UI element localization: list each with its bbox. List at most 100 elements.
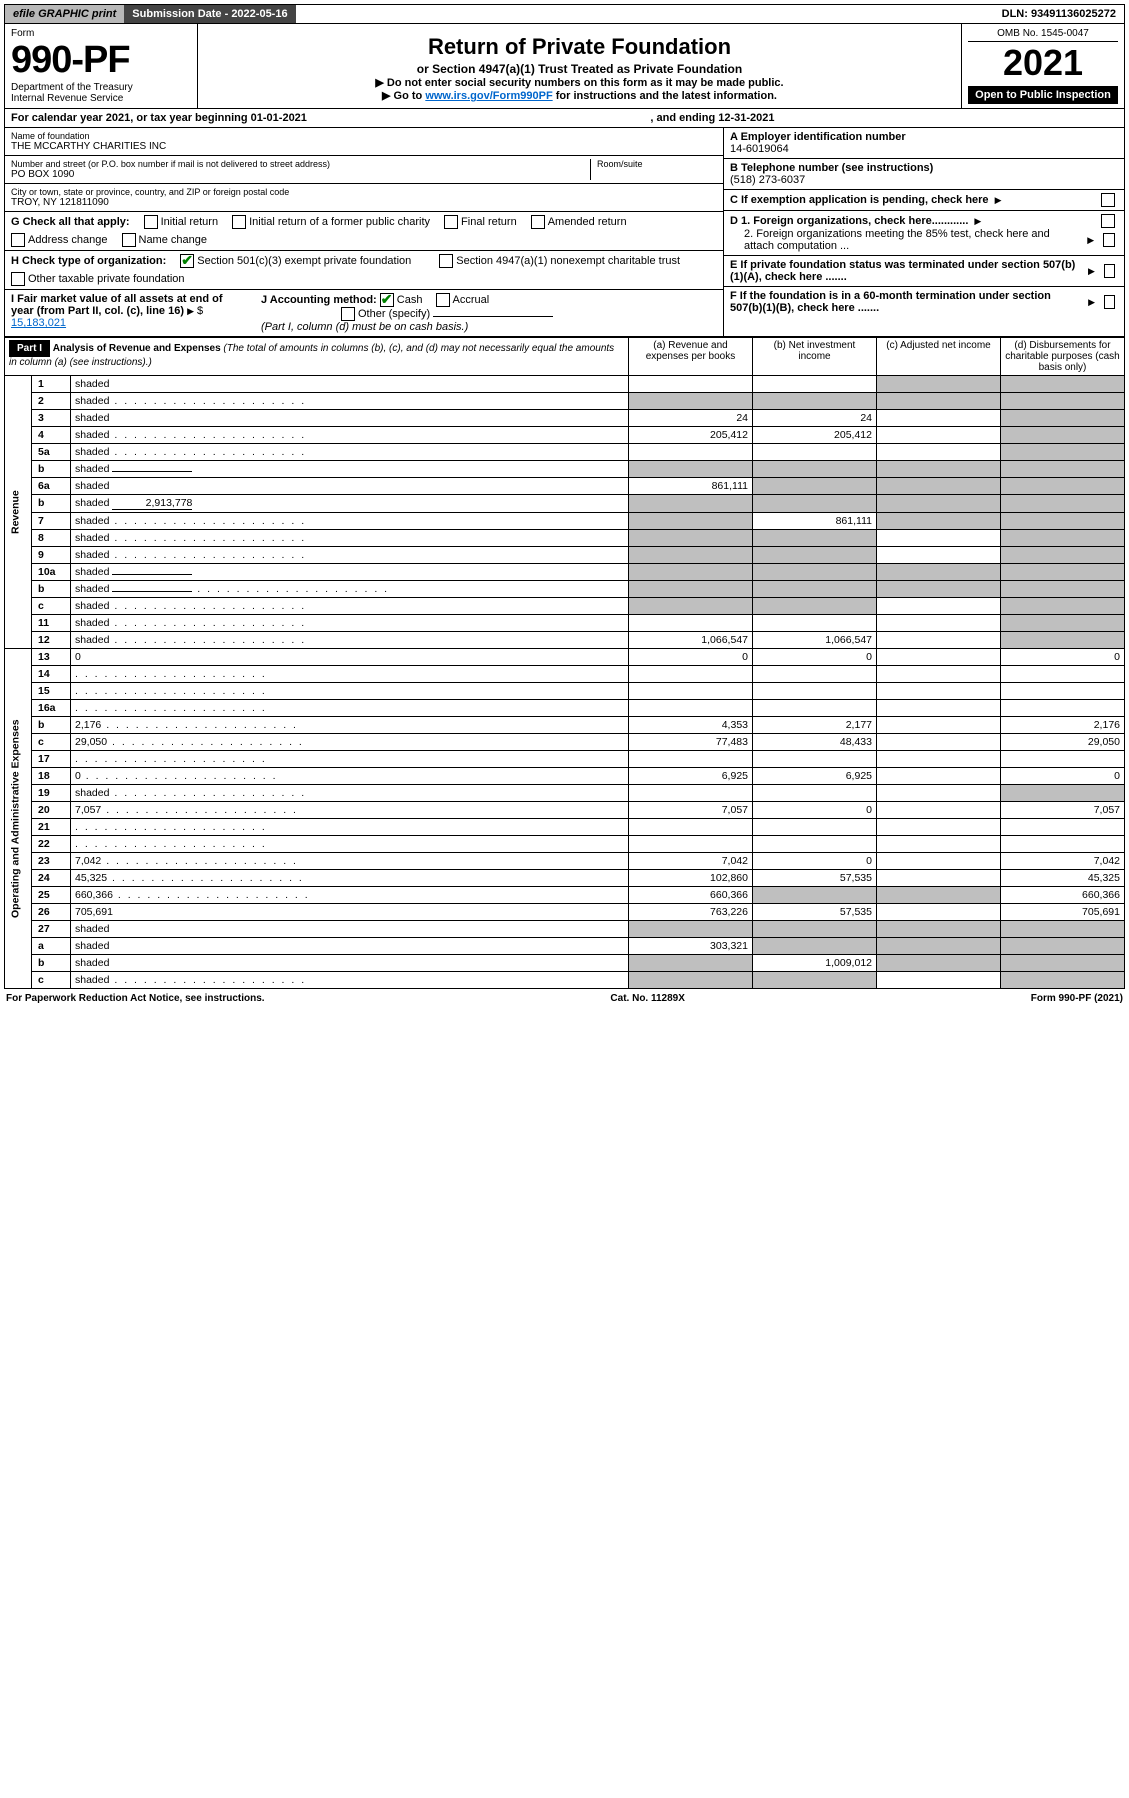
value-cell: 660,366 <box>629 887 753 904</box>
line-desc: shaded <box>71 393 629 410</box>
value-cell <box>877 700 1001 717</box>
line-desc: shaded <box>71 615 629 632</box>
cb-4947a1[interactable] <box>439 254 453 268</box>
calendar-year-line: For calendar year 2021, or tax year begi… <box>4 109 1125 128</box>
cb-cash[interactable] <box>380 293 394 307</box>
form-header: Form 990-PF Department of the Treasury I… <box>4 24 1125 109</box>
value-cell <box>877 853 1001 870</box>
table-row: bshaded <box>5 461 1125 478</box>
cb-foreign-org[interactable] <box>1101 214 1115 228</box>
table-row: cshaded <box>5 972 1125 989</box>
cb-60-month[interactable] <box>1104 295 1115 309</box>
submission-date: Submission Date - 2022-05-16 <box>124 5 295 23</box>
table-row: 1806,9256,9250 <box>5 768 1125 785</box>
value-cell <box>877 666 1001 683</box>
ein-cell: A Employer identification number 14-6019… <box>724 128 1124 159</box>
cb-501c3[interactable] <box>180 254 194 268</box>
fmv-link[interactable]: 15,183,021 <box>11 317 66 329</box>
line-desc: 660,366 <box>71 887 629 904</box>
table-row: 25660,366660,366660,366 <box>5 887 1125 904</box>
value-cell <box>877 683 1001 700</box>
topbar: efile GRAPHIC print Submission Date - 20… <box>4 4 1125 24</box>
cb-accrual[interactable] <box>436 293 450 307</box>
line-desc: shaded <box>71 938 629 955</box>
line-desc: 0 <box>71 768 629 785</box>
cb-initial-return[interactable] <box>144 215 158 229</box>
table-row: 26705,691763,22657,535705,691 <box>5 904 1125 921</box>
value-cell <box>753 444 877 461</box>
line-desc: 45,325 <box>71 870 629 887</box>
f-check: F If the foundation is in a 60-month ter… <box>724 287 1124 317</box>
col-b-header: (b) Net investment income <box>753 338 877 376</box>
table-row: 207,0577,05707,057 <box>5 802 1125 819</box>
value-cell <box>877 802 1001 819</box>
value-cell: 7,042 <box>1001 853 1125 870</box>
value-cell: 303,321 <box>629 938 753 955</box>
table-row: Revenue1shaded <box>5 376 1125 393</box>
line-desc <box>71 819 629 836</box>
line-desc: 7,057 <box>71 802 629 819</box>
value-cell <box>753 683 877 700</box>
value-cell <box>629 836 753 853</box>
g-check-row: G Check all that apply: Initial return I… <box>5 212 723 251</box>
cb-foreign-85[interactable] <box>1103 233 1115 247</box>
table-row: Operating and Administrative Expenses130… <box>5 649 1125 666</box>
line-desc: shaded <box>71 564 629 581</box>
cb-amended-return[interactable] <box>531 215 545 229</box>
form-id-block: Form 990-PF Department of the Treasury I… <box>5 24 198 108</box>
line-number: c <box>32 734 71 751</box>
line-desc: shaded <box>71 785 629 802</box>
value-cell <box>1001 751 1125 768</box>
value-cell: 0 <box>1001 649 1125 666</box>
value-cell <box>877 751 1001 768</box>
value-cell <box>877 734 1001 751</box>
line-desc <box>71 836 629 853</box>
entity-info: Name of foundation THE MCCARTHY CHARITIE… <box>4 128 1125 337</box>
line-desc: shaded <box>71 376 629 393</box>
value-cell <box>753 751 877 768</box>
line-desc: 2,176 <box>71 717 629 734</box>
value-cell <box>877 615 1001 632</box>
value-cell <box>877 547 1001 564</box>
cb-exemption-pending[interactable] <box>1101 193 1115 207</box>
form-title: Return of Private Foundation <box>204 34 955 60</box>
value-cell <box>877 632 1001 649</box>
form-label: Form <box>11 28 191 39</box>
value-cell <box>1001 819 1125 836</box>
table-row: 2shaded <box>5 393 1125 410</box>
cb-address-change[interactable] <box>11 233 25 247</box>
value-cell <box>629 751 753 768</box>
irs-link[interactable]: www.irs.gov/Form990PF <box>425 90 552 102</box>
tax-year: 2021 <box>968 42 1118 84</box>
line-desc: shaded <box>71 598 629 615</box>
value-cell: 0 <box>1001 768 1125 785</box>
line-number: c <box>32 598 71 615</box>
line-desc <box>71 666 629 683</box>
line-number: 12 <box>32 632 71 649</box>
cb-name-change[interactable] <box>122 233 136 247</box>
value-cell: 57,535 <box>753 870 877 887</box>
cb-other-method[interactable] <box>341 307 355 321</box>
phone-cell: B Telephone number (see instructions) (5… <box>724 159 1124 190</box>
value-cell <box>629 666 753 683</box>
value-cell <box>877 427 1001 444</box>
line-number: 14 <box>32 666 71 683</box>
line-desc <box>71 700 629 717</box>
value-cell: 77,483 <box>629 734 753 751</box>
table-row: 10ashaded <box>5 564 1125 581</box>
cb-status-terminated[interactable] <box>1104 264 1115 278</box>
part1-badge: Part I <box>9 340 50 357</box>
paperwork-notice: For Paperwork Reduction Act Notice, see … <box>6 993 265 1004</box>
line-number: 1 <box>32 376 71 393</box>
value-cell <box>877 649 1001 666</box>
line-desc <box>71 751 629 768</box>
value-cell <box>877 972 1001 989</box>
cb-final-return[interactable] <box>444 215 458 229</box>
e-check: E If private foundation status was termi… <box>724 256 1124 287</box>
value-cell <box>877 836 1001 853</box>
line-number: 2 <box>32 393 71 410</box>
table-row: 21 <box>5 819 1125 836</box>
cb-initial-former[interactable] <box>232 215 246 229</box>
cb-other-taxable[interactable] <box>11 272 25 286</box>
value-cell: 0 <box>753 853 877 870</box>
